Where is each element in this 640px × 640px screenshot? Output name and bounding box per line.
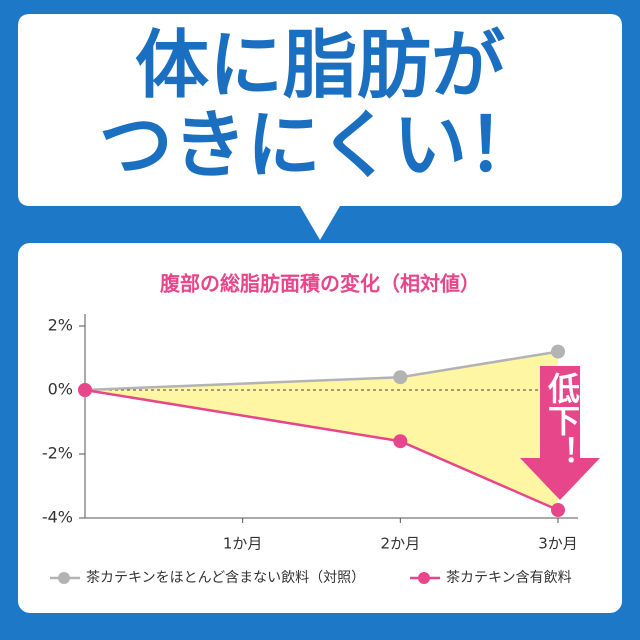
headline: 体に脂肪が (135, 23, 505, 109)
x-tick-label: 2か月 (381, 535, 421, 553)
legend-label: 茶カテキンをほとんど含まない飲料（対照） (86, 570, 365, 586)
legend-marker (58, 572, 70, 584)
data-point (393, 370, 408, 385)
data-point (78, 383, 92, 397)
y-tick-label: -4% (42, 508, 73, 527)
legend-marker (418, 572, 430, 584)
data-point (551, 344, 565, 359)
x-tick-label: 1か月 (223, 535, 263, 553)
plot: 2% 0% -2% -4% 1か月 2か月 3か月 低下！ 茶カテキンをほとんど含まない飲料（対… (42, 314, 600, 586)
data-point (393, 434, 408, 449)
difference-area (85, 351, 558, 510)
speech-bubble (18, 14, 622, 240)
legend-label: 茶カテキン含有飲料 (446, 570, 572, 586)
data-point (551, 503, 565, 517)
annotation: 低下！ (543, 372, 581, 468)
headline: つきにくい！ (99, 103, 542, 189)
annotation-arrow (520, 366, 600, 500)
y-tick-label: 0% (48, 380, 73, 399)
chart-title: 腹部の総脂肪面積の変化（相対値） (160, 272, 480, 296)
x-tick-label: 3か月 (538, 535, 578, 553)
y-tick-label: -2% (42, 444, 73, 463)
y-tick-label: 2% (48, 316, 73, 335)
